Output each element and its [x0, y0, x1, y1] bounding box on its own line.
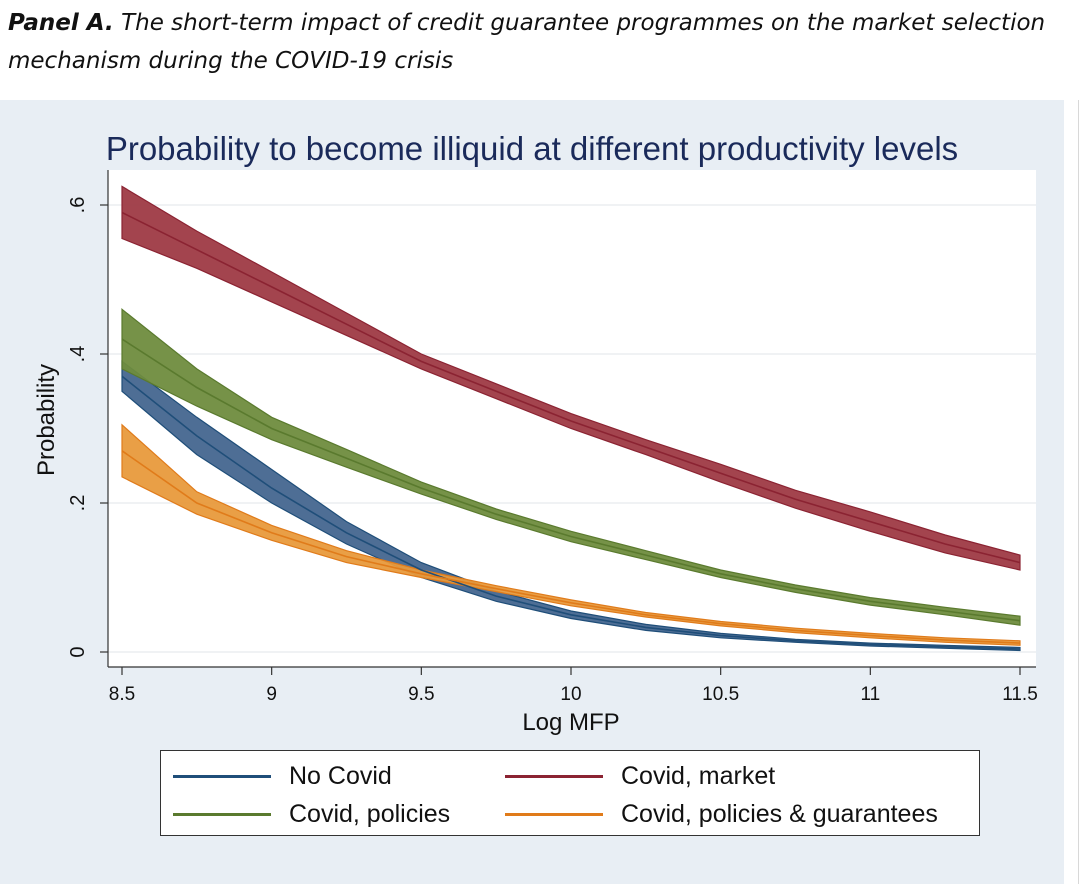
- caption-label: Panel A.: [8, 10, 114, 36]
- legend-item-covid-market: Covid, market: [505, 761, 775, 791]
- legend-swatch: [173, 774, 271, 778]
- legend-label: Covid, policies: [289, 799, 451, 828]
- legend-item-covid-guarantees: Covid, policies & guarantees: [505, 799, 938, 829]
- x-axis-label: Log MFP: [522, 709, 619, 736]
- legend-label: No Covid: [289, 761, 392, 790]
- x-tick-label: 8.5: [109, 684, 135, 705]
- panel-caption: Panel A. The short-term impact of credit…: [8, 4, 1068, 80]
- x-tick-label: 10: [560, 684, 581, 705]
- chart-title: Probability to become illiquid at differ…: [106, 130, 958, 167]
- caption-text: The short-term impact of credit guarante…: [8, 10, 1046, 74]
- axes: 8.5 9 9.5 10 10.5 11 11.5 0 .2 .4 .6: [67, 170, 1038, 705]
- band-3: [121, 423, 1021, 646]
- x-tick-label: 9.5: [408, 684, 434, 705]
- series-line-0: [121, 375, 1021, 650]
- x-tick-label: 11: [860, 684, 880, 705]
- legend-label: Covid, policies & guarantees: [621, 799, 938, 828]
- legend-swatch: [173, 812, 271, 816]
- band-1: [121, 185, 1021, 571]
- legend-item-covid-policies: Covid, policies: [173, 799, 450, 829]
- y-tick-label: 0: [67, 646, 89, 657]
- legend-swatch: [505, 774, 603, 778]
- chart-legend: No Covid Covid, market Covid, policies C…: [160, 750, 980, 836]
- series-line-2: [121, 338, 1021, 622]
- x-tick-label: 9: [266, 684, 277, 705]
- x-tick-label: 11.5: [1002, 684, 1038, 705]
- x-tick-label: 10.5: [702, 684, 739, 705]
- series-lines: [121, 211, 1021, 650]
- y-axis-label: Probability: [33, 364, 60, 476]
- legend-item-no-covid: No Covid: [173, 761, 392, 791]
- legend-label: Covid, market: [621, 761, 776, 790]
- y-tick-label: .4: [67, 346, 89, 363]
- band-2: [121, 308, 1021, 626]
- y-tick-label: .6: [67, 197, 89, 214]
- grid-lines: [108, 204, 1036, 653]
- y-tick-label: .2: [67, 495, 89, 512]
- page-divider: [1078, 100, 1079, 884]
- series-line-1: [121, 211, 1021, 564]
- series-line-3: [121, 450, 1021, 644]
- legend-swatch: [505, 812, 603, 816]
